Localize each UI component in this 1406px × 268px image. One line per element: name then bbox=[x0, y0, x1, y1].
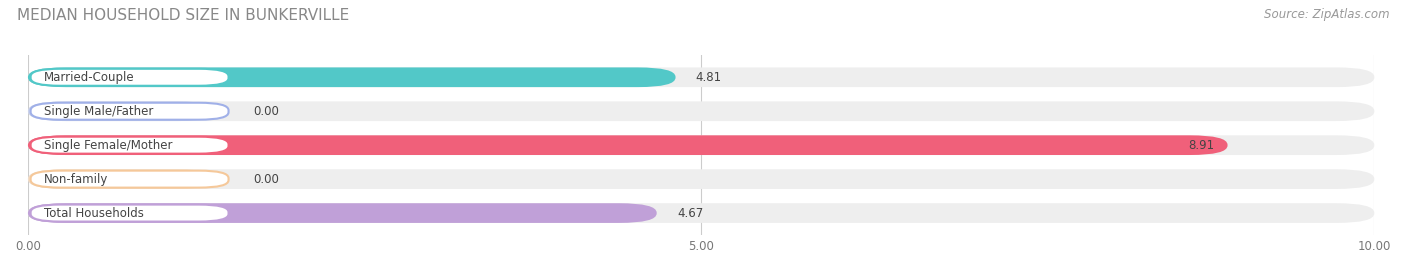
FancyBboxPatch shape bbox=[28, 203, 657, 223]
Text: 4.67: 4.67 bbox=[676, 207, 703, 219]
FancyBboxPatch shape bbox=[28, 203, 1374, 223]
Text: MEDIAN HOUSEHOLD SIZE IN BUNKERVILLE: MEDIAN HOUSEHOLD SIZE IN BUNKERVILLE bbox=[17, 8, 349, 23]
Text: 0.00: 0.00 bbox=[253, 173, 278, 186]
FancyBboxPatch shape bbox=[28, 68, 1374, 87]
Text: Non-family: Non-family bbox=[44, 173, 108, 186]
Text: 4.81: 4.81 bbox=[696, 71, 721, 84]
Text: Source: ZipAtlas.com: Source: ZipAtlas.com bbox=[1264, 8, 1389, 21]
FancyBboxPatch shape bbox=[28, 169, 215, 189]
Text: Single Male/Father: Single Male/Father bbox=[44, 105, 153, 118]
Text: 8.91: 8.91 bbox=[1188, 139, 1215, 152]
FancyBboxPatch shape bbox=[31, 204, 229, 222]
Text: Single Female/Mother: Single Female/Mother bbox=[44, 139, 173, 152]
FancyBboxPatch shape bbox=[28, 68, 675, 87]
FancyBboxPatch shape bbox=[31, 103, 229, 120]
FancyBboxPatch shape bbox=[31, 171, 229, 188]
FancyBboxPatch shape bbox=[31, 137, 229, 154]
Text: Married-Couple: Married-Couple bbox=[44, 71, 135, 84]
FancyBboxPatch shape bbox=[28, 101, 1374, 121]
FancyBboxPatch shape bbox=[28, 135, 1227, 155]
FancyBboxPatch shape bbox=[28, 169, 1374, 189]
Text: Total Households: Total Households bbox=[44, 207, 143, 219]
FancyBboxPatch shape bbox=[28, 101, 215, 121]
FancyBboxPatch shape bbox=[28, 135, 1374, 155]
Text: 0.00: 0.00 bbox=[253, 105, 278, 118]
FancyBboxPatch shape bbox=[31, 69, 229, 86]
